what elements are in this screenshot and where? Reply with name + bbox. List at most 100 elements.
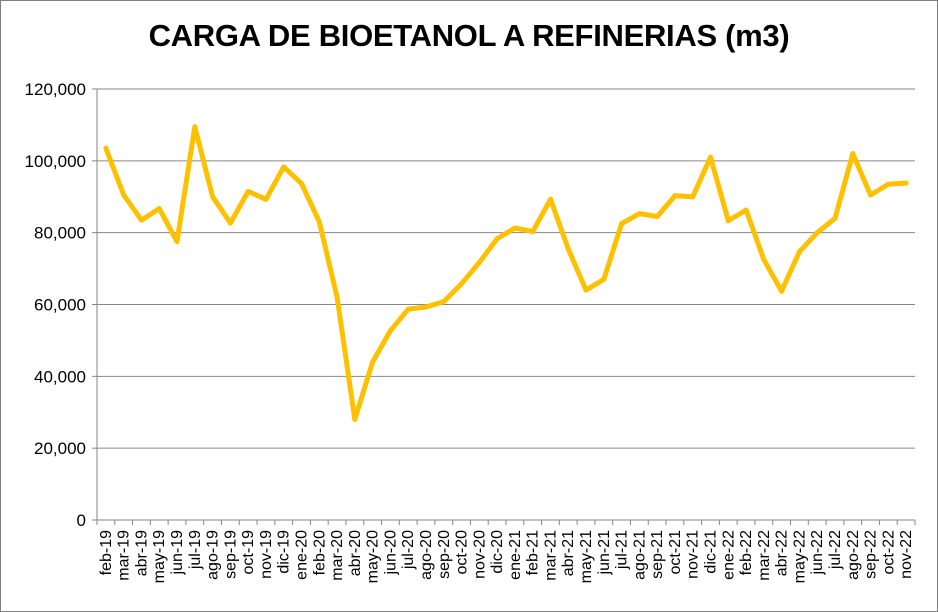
data-point (903, 180, 909, 186)
x-tick-label: feb-20 (311, 530, 328, 575)
data-point (405, 306, 411, 312)
x-tick-label: nov-21 (685, 530, 702, 579)
y-tick-label: 80,000 (34, 224, 86, 243)
data-point (583, 287, 589, 293)
data-point (476, 259, 482, 265)
series-layer (103, 124, 909, 422)
data-point (796, 249, 802, 255)
data-point (672, 193, 678, 199)
x-tick-label: feb-21 (525, 530, 542, 575)
data-point (832, 215, 838, 221)
y-tick-label: 0 (77, 511, 86, 530)
x-tick-label: mar-20 (329, 530, 346, 581)
data-point (885, 181, 891, 187)
x-tick-label: dic-20 (489, 530, 506, 574)
data-point (156, 206, 162, 212)
x-tick-label: abr-21 (560, 530, 577, 576)
data-point (263, 196, 269, 202)
data-point (441, 299, 447, 305)
x-tick-label: ene-20 (294, 530, 311, 580)
data-point (530, 229, 536, 235)
x-tick-label: jun-22 (809, 530, 826, 576)
x-tick-label: mar-21 (542, 530, 559, 581)
data-point (245, 188, 251, 194)
x-tick-label: abr-22 (774, 530, 791, 576)
y-tick-label: 40,000 (34, 367, 86, 386)
x-tick-label: oct-19 (240, 530, 257, 575)
x-tick-label: ago-19 (205, 530, 222, 580)
data-point (619, 221, 625, 227)
data-point (227, 220, 233, 226)
gridlines (97, 88, 915, 449)
data-point (299, 180, 304, 186)
x-tick-label: mar-19 (116, 530, 133, 581)
x-tick-label: jul-20 (400, 530, 417, 570)
data-point (654, 214, 660, 220)
y-tick-label: 100,000 (25, 152, 86, 171)
x-tick-label: may-20 (365, 530, 382, 583)
data-point (459, 281, 465, 287)
x-tick-label: ene-21 (507, 530, 524, 580)
data-point (725, 218, 731, 224)
x-tick-label: dic-21 (703, 530, 720, 574)
data-point (512, 225, 518, 231)
data-point (565, 246, 571, 252)
x-axis-ticks: feb-19 mar-19 abr-19 may-19 jun-19 jul-19 ago-… (96, 520, 916, 583)
x-tick-label: feb-22 (738, 530, 755, 575)
x-tick-label: jul-22 (827, 530, 844, 570)
data-point (547, 196, 553, 202)
data-point (743, 207, 749, 213)
data-point (316, 219, 322, 225)
x-tick-label: ago-20 (418, 530, 435, 580)
data-point (690, 194, 696, 200)
x-tick-label: mar-22 (756, 530, 773, 581)
data-point (850, 151, 856, 157)
data-point (210, 194, 216, 200)
y-axis-ticks: 0 20,000 40,000 60,000 80,000 100,000 120,000 (25, 80, 97, 530)
x-tick-label: feb-19 (98, 530, 115, 575)
x-tick-label: nov-19 (258, 530, 275, 579)
x-tick-label: may-19 (151, 530, 168, 583)
data-point (121, 192, 127, 198)
data-point (387, 328, 393, 334)
data-point (334, 294, 340, 300)
y-tick-label: 60,000 (34, 296, 86, 315)
data-point (281, 164, 287, 170)
series-line (103, 124, 909, 422)
data-point (352, 416, 358, 422)
data-point (779, 288, 785, 294)
data-point (138, 217, 144, 223)
x-tick-label: oct-20 (454, 530, 471, 575)
data-point (636, 211, 642, 217)
x-tick-label: sep-22 (863, 530, 880, 579)
data-point (423, 304, 429, 310)
x-tick-label: jun-21 (596, 530, 613, 576)
x-tick-label: ago-21 (631, 530, 648, 580)
x-tick-label: jul-19 (187, 530, 204, 570)
x-tick-label: jun-20 (382, 530, 399, 576)
x-tick-label: nov-20 (471, 530, 488, 579)
data-point (192, 124, 198, 130)
y-tick-label: 20,000 (34, 439, 86, 458)
x-tick-label: oct-21 (667, 530, 684, 575)
x-tick-label: abr-20 (347, 530, 364, 576)
x-tick-label: nov-22 (898, 530, 915, 579)
data-point (708, 154, 713, 160)
x-tick-label: oct-22 (880, 530, 897, 575)
data-point (814, 230, 820, 236)
x-tick-label: jun-19 (169, 530, 186, 576)
x-tick-label: ene-22 (720, 530, 737, 580)
data-point (761, 257, 767, 263)
x-tick-label: dic-19 (276, 530, 293, 574)
x-tick-label: may-22 (791, 530, 808, 583)
y-tick-label: 120,000 (25, 80, 86, 99)
x-tick-label: may-21 (578, 530, 595, 583)
data-point (370, 359, 376, 365)
data-point (601, 276, 607, 282)
data-point (174, 239, 180, 245)
x-tick-label: jul-21 (614, 530, 631, 570)
x-tick-label: sep-19 (222, 530, 239, 579)
x-tick-label: sep-20 (436, 530, 453, 579)
